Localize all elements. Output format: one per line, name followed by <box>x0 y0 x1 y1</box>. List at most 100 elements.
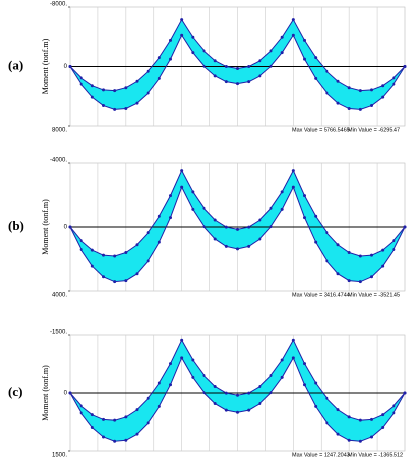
y-tick-label: -8000. <box>50 2 67 8</box>
min-annotation: Min Value = -1365.512 <box>348 452 403 458</box>
y-tick-label: 0 <box>64 64 68 70</box>
point <box>213 237 217 241</box>
point <box>291 33 295 37</box>
point <box>236 227 239 231</box>
point <box>224 408 228 412</box>
point <box>180 169 184 173</box>
point <box>381 264 385 268</box>
point <box>303 194 306 198</box>
point <box>157 404 161 408</box>
point <box>336 432 340 436</box>
point <box>135 243 139 247</box>
point <box>236 393 239 397</box>
point <box>269 391 273 395</box>
point <box>90 425 94 429</box>
point <box>347 415 351 419</box>
point <box>247 244 251 248</box>
point <box>213 59 217 63</box>
point <box>135 101 139 105</box>
point <box>113 439 117 443</box>
point <box>247 65 251 69</box>
point <box>102 275 105 279</box>
point <box>258 59 262 63</box>
point <box>269 225 273 229</box>
point <box>124 438 128 442</box>
point <box>90 84 94 88</box>
point <box>392 76 396 80</box>
point <box>224 65 228 69</box>
point <box>169 383 172 387</box>
point <box>202 391 206 395</box>
point <box>258 384 262 388</box>
y-tick-label: 4000. <box>52 293 67 299</box>
panel-label: (c) <box>8 384 22 399</box>
point <box>157 381 161 385</box>
point <box>213 218 217 222</box>
envelope-fill <box>70 19 405 110</box>
point <box>135 408 139 412</box>
point <box>280 35 284 39</box>
point <box>202 49 206 53</box>
point <box>169 57 172 61</box>
point <box>113 280 117 284</box>
point <box>258 237 262 241</box>
point <box>146 231 150 235</box>
point <box>370 435 373 439</box>
max-annotation: Max Value = 1247.2043 <box>292 452 350 458</box>
point <box>392 411 396 415</box>
max-annotation: Max Value = 5766.5465 <box>292 127 350 133</box>
point <box>202 64 206 68</box>
point <box>236 82 239 86</box>
point <box>135 272 139 276</box>
point <box>124 86 128 90</box>
point <box>146 259 150 263</box>
point <box>124 107 128 111</box>
point <box>102 88 105 92</box>
point <box>280 51 284 55</box>
point <box>291 356 295 360</box>
point <box>358 439 362 443</box>
point <box>79 404 83 408</box>
point <box>202 373 206 377</box>
point <box>169 362 172 366</box>
point <box>403 65 407 68</box>
y-tick-label: -1500. <box>50 330 67 336</box>
point <box>269 206 273 210</box>
point <box>247 225 251 229</box>
point <box>180 18 184 22</box>
point <box>79 76 83 80</box>
point <box>146 396 150 400</box>
point <box>314 404 318 408</box>
point <box>358 280 362 284</box>
point <box>370 275 373 279</box>
y-tick-label: 8000. <box>52 128 67 134</box>
point <box>314 56 318 60</box>
point <box>291 185 295 189</box>
point <box>213 74 217 78</box>
point <box>336 408 340 412</box>
point <box>169 38 172 42</box>
point <box>381 248 385 252</box>
envelope-fill <box>70 340 405 442</box>
point <box>191 51 195 55</box>
point <box>135 79 139 83</box>
point <box>102 435 105 439</box>
point <box>303 383 306 387</box>
point <box>381 84 385 88</box>
point <box>135 432 139 436</box>
point <box>79 247 83 251</box>
point <box>236 247 239 251</box>
point <box>325 421 329 425</box>
point <box>79 411 83 415</box>
point <box>303 216 306 220</box>
point <box>325 91 329 95</box>
point <box>236 67 239 71</box>
point <box>247 408 251 412</box>
point <box>169 216 172 220</box>
point <box>247 80 251 84</box>
point <box>325 259 329 263</box>
point <box>336 101 340 105</box>
min-annotation: Min Value = -6295.47 <box>348 127 400 133</box>
point <box>336 243 340 247</box>
